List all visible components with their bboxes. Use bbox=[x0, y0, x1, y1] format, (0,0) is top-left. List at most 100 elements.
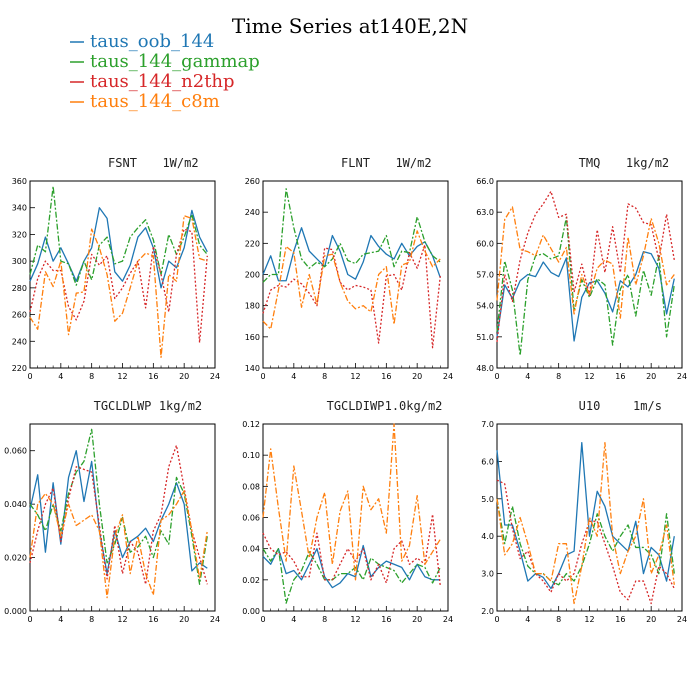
series-line-taus_144_gammap bbox=[496, 216, 675, 357]
panel-tgcldlwp: TGCLDLWP 1kg/m2 0 4 8 12 16 20 24 0.000 0.020 0.040… bbox=[4, 399, 220, 624]
x-tick-label: 16 bbox=[148, 372, 158, 381]
series-line-taus_144_c8m bbox=[29, 490, 208, 599]
x-tick-label: 16 bbox=[381, 372, 391, 381]
panel-tgcldiwp: TGCLDIWP 1.0kg/m2 0 4 8 12 16 20 24 0.00 0.02 0.04 0… bbox=[242, 399, 453, 624]
x-tick-label: 0 bbox=[494, 372, 499, 381]
panel-fsnt: FSNT 1W/m2 0 4 8 12 16 20 24 220 240 260 280 300 320 34… bbox=[12, 156, 220, 381]
y-tick-label: 3.0 bbox=[481, 570, 494, 579]
y-tick-label: 0.040 bbox=[4, 500, 27, 509]
y-tick-label: 0.020 bbox=[4, 554, 27, 563]
y-tick-label: 0.060 bbox=[4, 447, 27, 456]
y-tick-label: 63.0 bbox=[476, 208, 494, 217]
x-tick-label: 16 bbox=[615, 615, 625, 624]
y-tick-label: 57.0 bbox=[476, 271, 494, 280]
x-tick-label: 12 bbox=[117, 372, 127, 381]
plot-frame bbox=[29, 180, 216, 369]
y-tick-label: 5.0 bbox=[481, 495, 494, 504]
y-tick-label: 160 bbox=[245, 333, 260, 342]
panel-u10: U10 1m/s 0 4 8 12 16 20 24 2.0 3.0 4.0 5.0 6.0 7.0 bbox=[481, 399, 687, 624]
x-tick-label: 8 bbox=[556, 615, 561, 624]
panel-units: 1kg/m2 bbox=[626, 156, 669, 170]
series-line-taus_oob_144 bbox=[29, 450, 208, 575]
series-line-taus_144_n2thp bbox=[496, 190, 675, 343]
y-tick-label: 260 bbox=[245, 177, 260, 186]
legend-entry: taus_144_c8m bbox=[90, 91, 220, 112]
x-tick-label: 16 bbox=[148, 615, 158, 624]
x-tick-label: 0 bbox=[260, 615, 265, 624]
panel-units: 1W/m2 bbox=[395, 156, 431, 170]
x-tick-label: 24 bbox=[443, 615, 453, 624]
series-line-taus_oob_144 bbox=[262, 227, 441, 282]
panel-title: FSNT bbox=[108, 156, 137, 170]
y-tick-label: 0.08 bbox=[242, 482, 260, 491]
x-tick-label: 20 bbox=[179, 615, 189, 624]
x-tick-label: 24 bbox=[210, 372, 220, 381]
panel-title: TGCLDIWP bbox=[327, 399, 385, 413]
x-tick-label: 4 bbox=[291, 372, 296, 381]
series-line-taus_144_c8m bbox=[262, 423, 441, 581]
x-tick-label: 12 bbox=[350, 372, 360, 381]
panels: FSNT 1W/m20 4 8 12 16 20 2422024026028030032034… bbox=[4, 156, 687, 624]
series-line-taus_144_c8m bbox=[496, 206, 675, 319]
x-tick-label: 0 bbox=[260, 372, 265, 381]
x-tick-label: 0 bbox=[27, 372, 32, 381]
series-line-taus_144_n2thp bbox=[262, 513, 441, 587]
legend-entry: taus_144_n2thp bbox=[90, 71, 235, 92]
y-tick-label: 240 bbox=[245, 208, 260, 217]
plot-frame bbox=[496, 423, 683, 612]
series-line-taus_144_c8m bbox=[29, 215, 208, 358]
series-line-taus_144_gammap bbox=[262, 188, 441, 283]
series-line-taus_144_c8m bbox=[496, 442, 675, 605]
x-tick-label: 24 bbox=[677, 615, 687, 624]
y-tick-label: 66.0 bbox=[476, 177, 494, 186]
x-tick-label: 8 bbox=[322, 615, 327, 624]
x-tick-label: 8 bbox=[89, 615, 94, 624]
y-tick-label: 280 bbox=[12, 284, 27, 293]
x-tick-label: 8 bbox=[556, 372, 561, 381]
panel-title: TGCLDLWP bbox=[94, 399, 152, 413]
x-tick-label: 20 bbox=[412, 615, 422, 624]
x-tick-label: 12 bbox=[584, 615, 594, 624]
x-tick-label: 4 bbox=[525, 372, 530, 381]
panel-units: 1m/s bbox=[633, 399, 662, 413]
x-tick-label: 4 bbox=[291, 615, 296, 624]
series-line-taus_144_n2thp bbox=[262, 244, 441, 349]
x-tick-label: 24 bbox=[210, 615, 220, 624]
x-tick-label: 16 bbox=[615, 372, 625, 381]
y-tick-label: 200 bbox=[245, 271, 260, 280]
panel-units: 1kg/m2 bbox=[159, 399, 202, 413]
legend-entry: taus_144_gammap bbox=[90, 51, 260, 72]
x-tick-label: 4 bbox=[58, 615, 63, 624]
y-tick-label: 54.0 bbox=[476, 302, 494, 311]
x-tick-label: 16 bbox=[381, 615, 391, 624]
y-tick-label: 60.0 bbox=[476, 239, 494, 248]
x-tick-label: 20 bbox=[412, 372, 422, 381]
y-tick-label: 360 bbox=[12, 177, 27, 186]
series-line-taus_144_gammap bbox=[496, 498, 675, 586]
y-tick-label: 0.06 bbox=[242, 514, 260, 523]
x-tick-label: 20 bbox=[646, 372, 656, 381]
y-tick-label: 180 bbox=[245, 302, 260, 311]
x-tick-label: 12 bbox=[117, 615, 127, 624]
panel-title: U10 bbox=[579, 399, 601, 413]
x-tick-label: 8 bbox=[322, 372, 327, 381]
x-tick-label: 20 bbox=[179, 372, 189, 381]
x-tick-label: 24 bbox=[443, 372, 453, 381]
x-tick-label: 12 bbox=[584, 372, 594, 381]
panel-units: 1.0kg/m2 bbox=[385, 399, 443, 413]
series-line-taus_144_gammap bbox=[29, 185, 208, 286]
y-tick-label: 0.02 bbox=[242, 576, 260, 585]
y-tick-label: 4.0 bbox=[481, 532, 494, 541]
y-tick-label: 320 bbox=[12, 230, 27, 239]
panel-units: 1W/m2 bbox=[162, 156, 198, 170]
x-tick-label: 0 bbox=[27, 615, 32, 624]
legend: taus_oob_144taus_144_gammaptaus_144_n2th… bbox=[70, 31, 260, 112]
panel-title: FLNT bbox=[341, 156, 370, 170]
y-tick-label: 7.0 bbox=[481, 420, 494, 429]
x-tick-label: 20 bbox=[646, 615, 656, 624]
x-tick-label: 24 bbox=[677, 372, 687, 381]
panel-flnt: FLNT 1W/m2 0 4 8 12 16 20 24 140 160 180 200 220 240 26… bbox=[245, 156, 453, 381]
y-tick-label: 260 bbox=[12, 311, 27, 320]
figure-title: Time Series at140E,2N bbox=[232, 14, 468, 38]
